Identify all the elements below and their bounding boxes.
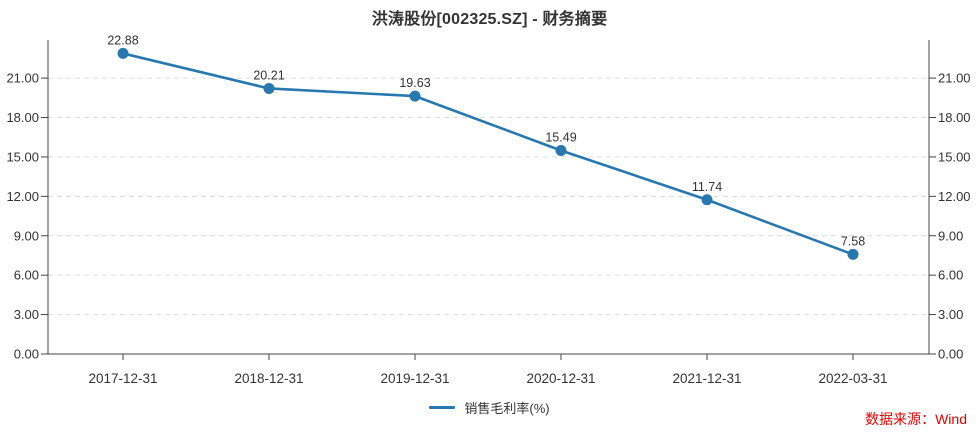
y-tick-label-left: 15.00	[6, 149, 39, 164]
y-tick-label-left: 0.00	[14, 347, 39, 362]
y-tick-label-left: 3.00	[14, 307, 39, 322]
y-tick-label-right: 9.00	[938, 228, 963, 243]
data-point	[555, 144, 567, 156]
data-point-label: 22.88	[107, 33, 138, 47]
chart-title: 洪涛股份[002325.SZ] - 财务摘要	[371, 11, 608, 28]
x-tick-label: 2018-12-31	[234, 371, 303, 386]
y-tick-label-right: 0.00	[938, 347, 963, 362]
data-point	[409, 90, 421, 102]
data-point	[847, 248, 859, 260]
series-line	[121, 52, 855, 256]
data-point-label: 7.58	[841, 234, 865, 248]
x-tick-label: 2021-12-31	[672, 371, 741, 386]
data-point	[117, 47, 129, 59]
data-point	[263, 82, 275, 94]
legend-line-swatch	[429, 405, 456, 409]
y-tick-label-right: 6.00	[938, 268, 963, 283]
y-tick-label-right: 15.00	[938, 149, 971, 164]
x-tick-label: 2017-12-31	[88, 371, 157, 386]
data-source-note: 数据来源：Wind	[865, 411, 967, 427]
data-point-label: 15.49	[545, 130, 576, 144]
data-point	[701, 194, 713, 206]
y-tick-label-left: 12.00	[6, 189, 39, 204]
data-point-label: 19.63	[399, 76, 430, 90]
y-tick-label-left: 6.00	[14, 268, 39, 283]
y-tick-label-right: 18.00	[938, 110, 971, 125]
y-tick-label-right: 21.00	[938, 71, 971, 86]
x-tick-label: 2019-12-31	[380, 371, 449, 386]
x-tick-label: 2022-03-31	[818, 371, 887, 386]
y-tick-label-right: 12.00	[938, 189, 971, 204]
y-tick-label-left: 21.00	[6, 71, 39, 86]
plot-svg: 0.00 0.00 3.00 3.00 6.00 6.00 9.00 9.00 12.00 12.…	[6, 33, 971, 386]
y-tick-label-right: 3.00	[938, 307, 963, 322]
legend: 销售毛利率(%)	[0, 398, 979, 416]
data-point-label: 20.21	[253, 68, 284, 82]
legend-series-label: 销售毛利率(%)	[464, 400, 550, 416]
data-point-label: 11.74	[692, 180, 722, 194]
y-tick-label-left: 9.00	[14, 228, 39, 243]
y-tick-label-left: 18.00	[6, 110, 39, 125]
x-tick-label: 2020-12-31	[526, 371, 595, 386]
